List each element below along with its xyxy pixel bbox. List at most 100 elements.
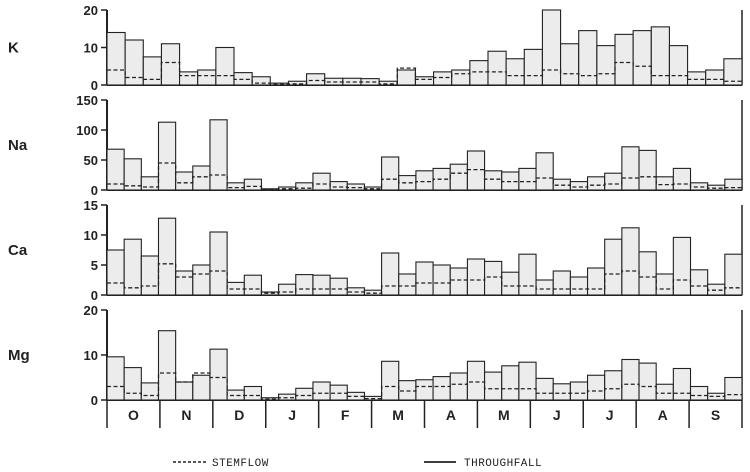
throughfall-bar	[466, 258, 486, 296]
throughfall-bar	[484, 170, 503, 191]
throughfall-bar	[723, 58, 743, 86]
throughfall-bar	[724, 253, 743, 296]
throughfall-bar	[672, 236, 692, 296]
throughfall-bar	[569, 276, 589, 296]
throughfall-bar	[523, 48, 543, 86]
throughfall-bar	[433, 71, 453, 86]
throughfall-bar	[260, 291, 280, 296]
throughfall-bar	[614, 33, 634, 86]
panel-k: 0 10 20 K	[8, 3, 743, 93]
month-label: M	[392, 407, 404, 423]
throughfall-bar	[655, 176, 674, 191]
throughfall-bar	[724, 178, 743, 191]
throughfall-bar	[312, 381, 331, 401]
panel-na: 0 50 100 150 Na	[8, 93, 743, 198]
panel-label: Ca	[8, 242, 28, 259]
stemflow-line	[107, 263, 742, 294]
y-tick-label: 5	[91, 258, 98, 273]
throughfall-bar	[342, 77, 362, 86]
throughfall-bar	[381, 252, 400, 296]
y-tick-label: 0	[91, 393, 98, 408]
throughfall-bar	[638, 362, 657, 401]
throughfall-bar	[226, 182, 245, 191]
throughfall-bar	[312, 274, 331, 296]
throughfall-bar	[140, 176, 160, 191]
throughfall-bar	[157, 217, 177, 296]
throughfall-bar	[487, 50, 507, 86]
throughfall-bar	[724, 376, 743, 401]
throughfall-bar	[269, 82, 289, 86]
month-label: A	[446, 407, 456, 423]
throughfall-bar	[306, 73, 326, 86]
panel-label: K	[8, 40, 19, 57]
throughfall-bar	[175, 171, 194, 191]
stemflow-line	[107, 162, 742, 191]
y-tick-label: 150	[76, 93, 98, 108]
throughfall-bar	[569, 181, 589, 191]
throughfall-bar	[655, 273, 674, 296]
throughfall-bar	[251, 76, 271, 86]
throughfall-bar	[157, 330, 177, 401]
throughfall-bar	[501, 365, 520, 401]
throughfall-bar	[192, 264, 211, 296]
throughfall-bar	[604, 172, 623, 191]
throughfall-bar	[449, 372, 468, 401]
throughfall-bar	[449, 267, 468, 296]
throughfall-bar	[586, 267, 606, 296]
throughfall-bar	[560, 43, 580, 86]
throughfall-bar	[243, 274, 263, 296]
month-label: S	[711, 407, 720, 423]
throughfall-bar	[505, 58, 525, 86]
throughfall-bar	[329, 181, 348, 191]
stemflow-legend-label: STEMFLOW	[212, 458, 269, 470]
throughfall-bar	[124, 39, 144, 86]
chart-panels: 0 10 20 K 0 50 100 150 Na 0 5 10 15 Ca 0 10 20 Mg	[8, 3, 743, 408]
throughfall-bar	[484, 371, 503, 401]
throughfall-bar	[518, 361, 537, 401]
throughfall-bar	[535, 279, 554, 296]
throughfall-bar	[687, 71, 707, 86]
panel-label: Mg	[8, 347, 30, 364]
throughfall-bar	[621, 146, 640, 191]
y-tick-label: 100	[76, 123, 98, 138]
y-tick-label: 10	[84, 228, 98, 243]
throughfall-bar	[672, 367, 692, 401]
throughfall-bar	[209, 119, 228, 191]
throughfall-bar	[578, 30, 598, 86]
throughfall-bar	[295, 387, 314, 401]
throughfall-bar	[209, 231, 228, 296]
panel-ca: 0 5 10 15 Ca	[8, 198, 743, 303]
throughfall-bar	[123, 367, 142, 401]
throughfall-bar	[312, 172, 331, 191]
throughfall-bar	[632, 30, 652, 86]
y-tick-label: 0	[91, 183, 98, 198]
throughfall-bar	[535, 377, 554, 401]
month-label: N	[181, 407, 191, 423]
y-tick-label: 0	[91, 288, 98, 303]
throughfall-bar	[396, 69, 416, 86]
throughfall-bar	[278, 283, 297, 296]
throughfall-bar	[432, 264, 451, 296]
throughfall-bar	[215, 46, 235, 86]
throughfall-bar	[552, 383, 571, 401]
throughfall-bar	[197, 69, 217, 86]
month-label: F	[341, 407, 350, 423]
throughfall-bar	[157, 121, 177, 191]
throughfall-bar	[106, 249, 125, 296]
throughfall-bar	[381, 360, 400, 401]
throughfall-bar	[140, 382, 160, 401]
month-label: A	[658, 407, 668, 423]
y-tick-label: 20	[84, 3, 98, 18]
throughfall-bar	[596, 45, 616, 86]
throughfall-bar	[638, 149, 657, 191]
throughfall-bar	[586, 176, 606, 191]
chart-legend: STEMFLOW THROUGHFALL	[173, 458, 542, 470]
y-tick-label: 0	[91, 78, 98, 93]
throughfall-bar	[175, 381, 194, 401]
month-label: D	[234, 407, 244, 423]
throughfall-bar	[689, 182, 709, 191]
throughfall-bar	[518, 167, 537, 191]
throughfall-bar	[672, 167, 692, 191]
